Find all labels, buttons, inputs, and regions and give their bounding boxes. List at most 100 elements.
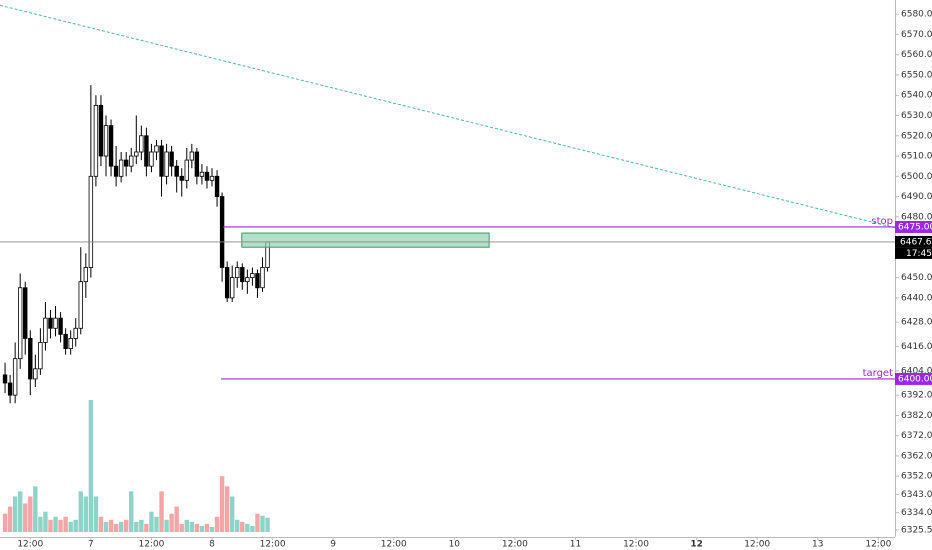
candle-body [73, 327, 78, 339]
candle-body [17, 287, 23, 360]
candle-body [23, 287, 28, 339]
candle-body [219, 196, 225, 268]
candle-body [204, 171, 210, 181]
volume-bar [240, 521, 245, 532]
candle-body [139, 135, 144, 153]
y-tick-label: 6530.00 [901, 111, 932, 121]
volume-bar [169, 513, 174, 532]
candle-body [12, 358, 18, 396]
volume-bar [159, 491, 164, 532]
volume-bar [118, 521, 124, 532]
candle-body [169, 151, 174, 167]
y-tick-label: 6362.00 [901, 451, 932, 461]
volume-bar [139, 519, 144, 532]
volume-bar [43, 511, 48, 532]
candle-body [199, 171, 205, 177]
volume-bar [103, 521, 109, 532]
candle-body [68, 338, 73, 349]
candle-body [58, 317, 63, 335]
volume-bar [38, 516, 43, 532]
candle-body [93, 104, 99, 177]
y-tick-label: 6428.00 [901, 318, 932, 328]
volume-bar [154, 516, 159, 532]
y-tick-label: 6440.00 [901, 293, 932, 303]
volume-bar [144, 523, 149, 532]
level-price-label: 6475.00 [898, 222, 932, 232]
volume-bar [265, 517, 270, 532]
volume-bar [149, 511, 154, 532]
volume-bar [189, 521, 195, 532]
volume-bar [235, 519, 240, 532]
candle-body [255, 273, 260, 289]
candle-body [179, 175, 184, 181]
y-tick-label: 6480.00 [901, 212, 932, 222]
volume-bar [78, 491, 83, 532]
x-tick-label: 12:00 [381, 540, 407, 550]
level-name: target [863, 368, 893, 379]
y-tick-label: 6416.00 [901, 342, 932, 352]
y-tick-label: 6490.00 [901, 192, 932, 202]
volume-bar [184, 519, 189, 532]
x-tick-label: 12:00 [744, 540, 770, 550]
y-tick-label: 6550.00 [901, 70, 932, 80]
volume-bar [209, 526, 215, 532]
candle-body [53, 317, 58, 329]
candle-body [159, 145, 164, 177]
y-tick-label: 6510.00 [901, 152, 932, 162]
level-tag [895, 220, 932, 233]
candle-body [129, 155, 134, 167]
x-tick-label: 10 [449, 540, 461, 550]
candle-body [240, 267, 245, 283]
x-tick-label: 12:00 [623, 540, 649, 550]
x-tick-label: 9 [330, 540, 336, 550]
volume-bar [164, 519, 169, 532]
volume-bar [224, 486, 230, 532]
y-tick-label: 6382.00 [901, 411, 932, 421]
volume-bar [214, 516, 220, 532]
volume-bar [204, 523, 210, 532]
candle-body [235, 267, 240, 279]
candle-body [28, 338, 33, 380]
volume-bar [48, 519, 53, 532]
volume-bar [113, 523, 119, 532]
x-tick-label: 12:00 [865, 540, 891, 550]
candle-body [189, 151, 195, 161]
volume-bar [194, 523, 200, 532]
volume-bar [245, 523, 250, 532]
x-tick-label: 12:00 [260, 540, 286, 550]
zone [241, 232, 490, 248]
x-tick-label: 13 [812, 540, 823, 550]
volume-bar [174, 506, 179, 532]
x-tick-label: 8 [209, 540, 215, 550]
y-tick-label: 6352.00 [901, 472, 932, 482]
volume-bar [33, 486, 38, 532]
candle-body [194, 151, 200, 177]
x-tick-label: 11 [570, 540, 581, 550]
volume-bar [129, 491, 134, 532]
volume-bar [219, 476, 225, 532]
candle-body [134, 151, 139, 157]
volume-bar [68, 521, 73, 532]
price-tag [895, 235, 932, 248]
candle-body [174, 165, 179, 177]
volume-bar [123, 519, 129, 532]
x-tick-label: 12:00 [17, 540, 43, 550]
candle-body [63, 333, 68, 349]
candle-body [154, 145, 159, 153]
volume-bar [53, 516, 58, 532]
candle-body [103, 125, 109, 157]
candle-body [7, 382, 13, 396]
x-tick-label: 12 [690, 540, 703, 550]
volume-bar [199, 525, 205, 532]
volume-bar [73, 519, 78, 532]
candle-body [184, 159, 189, 181]
candle-body [123, 159, 129, 167]
level-name: stop [871, 216, 893, 227]
candle-body [164, 151, 169, 177]
volume-bar [12, 496, 18, 532]
candle-body [149, 151, 154, 167]
candle-body [98, 104, 104, 157]
y-tick-label: 6570.00 [901, 30, 932, 40]
y-tick-label: 6540.00 [901, 91, 932, 101]
